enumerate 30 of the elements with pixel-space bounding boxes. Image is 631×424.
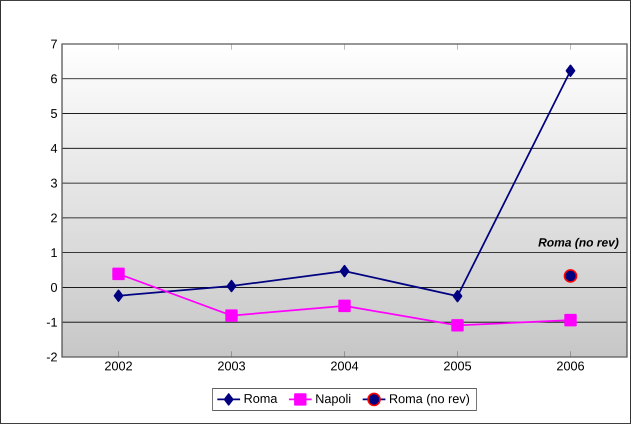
y-tick-label: -1	[46, 318, 57, 327]
point	[114, 290, 124, 302]
y-tick-label: 6	[51, 74, 57, 84]
y-tick-label: -2	[46, 352, 57, 362]
x-tick-label: 2006	[557, 361, 584, 370]
point	[564, 269, 578, 283]
y-tick-label: 7	[51, 40, 57, 48]
annotation: Roma (no rev)	[538, 238, 618, 250]
x-tick-label: 2004	[331, 361, 358, 370]
x-tick-label: 2002	[105, 361, 132, 370]
x-tick-label: 2005	[444, 361, 472, 370]
point	[338, 300, 351, 312]
point	[225, 309, 238, 322]
point	[452, 290, 462, 302]
point	[112, 268, 125, 280]
point	[564, 314, 577, 326]
y-tick-label: 0	[50, 282, 58, 292]
point	[340, 264, 350, 278]
legend-label: Roma	[244, 394, 278, 403]
y-tick-label: 4	[50, 144, 58, 153]
y-tick-label: 5	[50, 109, 57, 118]
y-tick-label: 1	[51, 248, 57, 258]
legend-label: Roma (no rev)	[390, 394, 470, 406]
legend-label: Napoli	[316, 394, 350, 406]
point	[566, 64, 576, 77]
y-tick-label: 3	[50, 178, 57, 188]
point	[451, 319, 464, 332]
y-tick-label: 2	[51, 213, 57, 222]
x-tick-label: 2003	[218, 361, 246, 370]
point	[226, 280, 236, 292]
